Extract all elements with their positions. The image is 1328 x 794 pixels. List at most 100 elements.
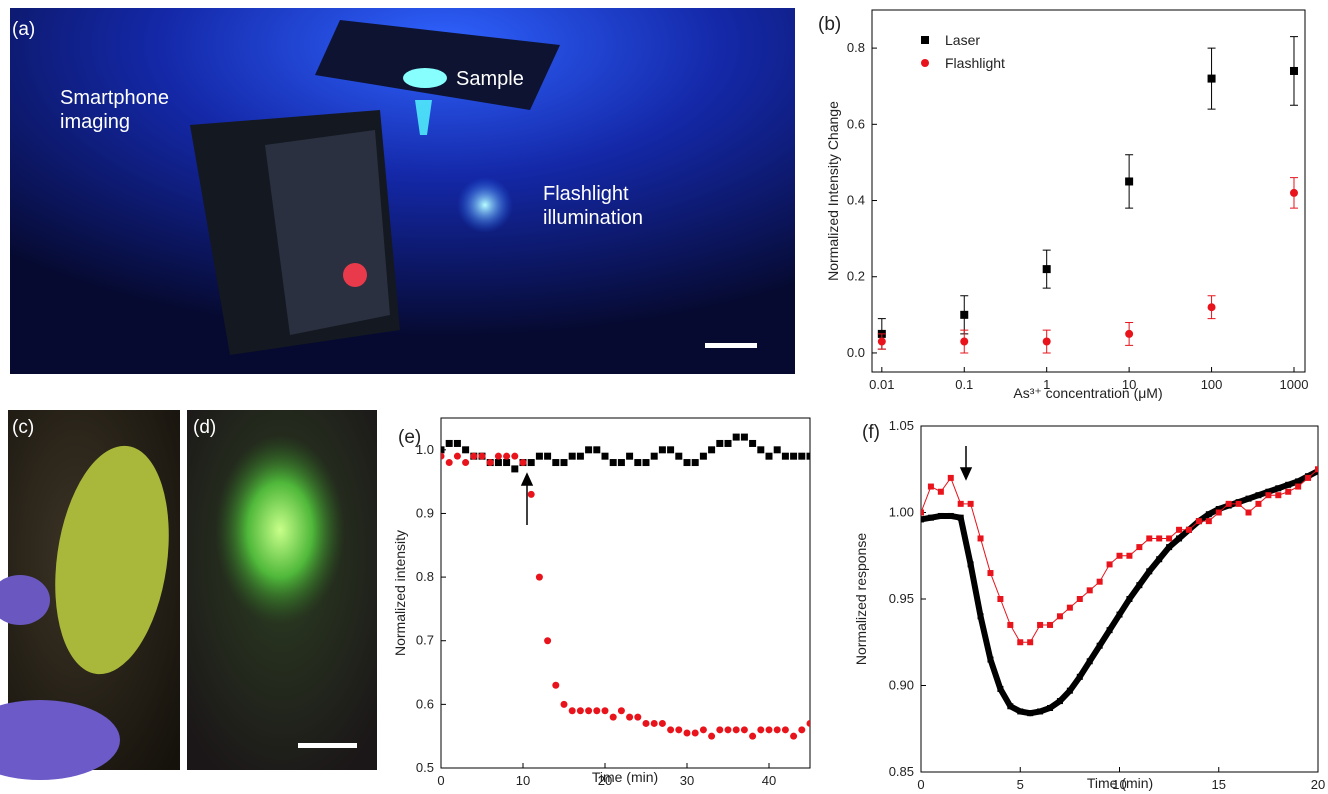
y-tick-label: 0.0: [847, 345, 865, 360]
data-point: [1176, 527, 1182, 533]
data-point: [1107, 627, 1113, 633]
data-point: [462, 446, 469, 453]
data-point: [1043, 265, 1051, 273]
x-tick-label: 15: [1212, 777, 1226, 792]
data-point: [1206, 511, 1212, 517]
data-point: [446, 459, 453, 466]
y-axis-title: Normalized intensity: [392, 530, 408, 656]
data-point: [716, 440, 723, 447]
data-point: [987, 570, 993, 576]
x-tick-label: 1000: [1280, 377, 1309, 392]
panel-label: (a): [12, 18, 35, 42]
x-tick-label: 30: [680, 773, 694, 788]
data-point: [757, 726, 764, 733]
arrow: [961, 446, 971, 479]
data-point: [1255, 501, 1261, 507]
data-point: [692, 459, 699, 466]
data-point: [675, 726, 682, 733]
data-point: [1007, 622, 1013, 628]
data-point: [503, 459, 510, 466]
data-point: [1246, 496, 1252, 502]
data-point: [438, 446, 445, 453]
data-point: [536, 574, 543, 581]
x-tick-label: 100: [1201, 377, 1223, 392]
data-point: [716, 726, 723, 733]
data-point: [479, 453, 486, 460]
data-point: [495, 453, 502, 460]
data-point: [634, 714, 641, 721]
data-point: [766, 453, 773, 460]
panel-label: (e): [398, 427, 421, 448]
data-point: [667, 726, 674, 733]
data-point: [1208, 75, 1216, 83]
data-point: [997, 596, 1003, 602]
fluorescence: [215, 435, 345, 625]
data-point: [593, 707, 600, 714]
data-point: [618, 459, 625, 466]
data-point: [790, 733, 797, 740]
x-tick-label: 20: [1311, 777, 1325, 792]
data-point: [634, 459, 641, 466]
data-point: [1125, 177, 1133, 185]
data-point: [1067, 688, 1073, 694]
data-point: [1027, 710, 1033, 716]
y-axis-title: Normalized response: [853, 533, 869, 665]
data-point: [1156, 556, 1162, 562]
data-point: [1126, 596, 1132, 602]
data-point: [1290, 189, 1298, 197]
data-point: [1017, 639, 1023, 645]
data-point: [948, 513, 954, 519]
data-point: [1097, 643, 1103, 649]
data-point: [960, 338, 968, 346]
data-point: [544, 453, 551, 460]
data-point: [798, 726, 805, 733]
data-point: [1176, 535, 1182, 541]
data-point: [1117, 612, 1123, 618]
data-point: [585, 707, 592, 714]
plot-frame: [441, 418, 810, 768]
y-tick-label: 0.95: [889, 591, 914, 606]
data-point: [782, 453, 789, 460]
data-point: [602, 707, 609, 714]
data-point: [960, 311, 968, 319]
data-point: [733, 726, 740, 733]
data-point: [1136, 582, 1142, 588]
data-point: [1275, 492, 1281, 498]
series-line: [921, 471, 1318, 713]
data-point: [593, 446, 600, 453]
data-point: [569, 707, 576, 714]
record-button: [343, 263, 367, 287]
data-point: [1126, 553, 1132, 559]
plot-frame: [872, 10, 1305, 372]
data-point: [1125, 330, 1133, 338]
data-point: [495, 459, 502, 466]
data-point: [1246, 510, 1252, 516]
data-point: [626, 453, 633, 460]
data-point: [1186, 527, 1192, 533]
y-tick-label: 0.4: [847, 193, 865, 208]
legend-label: Laser: [945, 32, 980, 48]
data-point: [968, 561, 974, 567]
data-point: [602, 453, 609, 460]
x-axis-title: Time (min): [1087, 775, 1153, 791]
legend-marker: [921, 59, 929, 67]
data-point: [741, 726, 748, 733]
y-tick-label: 1.05: [889, 418, 914, 433]
data-point: [610, 459, 617, 466]
data-point: [1057, 698, 1063, 704]
data-point: [918, 516, 924, 522]
data-point: [807, 720, 814, 727]
data-point: [651, 453, 658, 460]
data-point: [997, 686, 1003, 692]
data-point: [1017, 708, 1023, 714]
data-point: [1146, 568, 1152, 574]
data-point: [544, 637, 551, 644]
y-tick-label: 0.7: [416, 633, 434, 648]
data-point: [782, 726, 789, 733]
data-point: [610, 714, 617, 721]
data-point: [692, 730, 699, 737]
data-point: [536, 453, 543, 460]
data-point: [577, 453, 584, 460]
data-point: [1057, 613, 1063, 619]
data-point: [1037, 708, 1043, 714]
